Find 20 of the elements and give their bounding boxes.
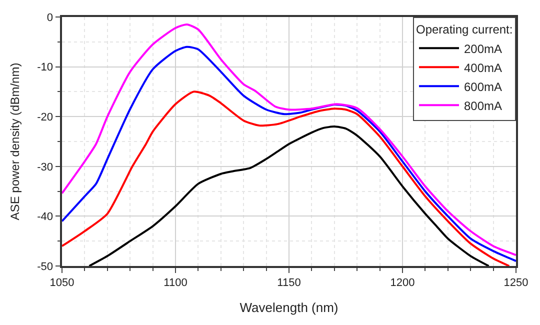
y-tick-label: 0 — [46, 12, 54, 24]
y-tick-label: -50 — [37, 260, 54, 273]
legend-label: 600mA — [464, 80, 502, 94]
legend-title: Operating current: — [416, 22, 513, 37]
x-tick-label: 1050 — [50, 276, 74, 289]
x-tick-label: 1150 — [277, 276, 301, 289]
legend-label: 400mA — [464, 60, 502, 75]
y-tick-label: -10 — [37, 62, 54, 74]
x-axis-title: Wavelength (nm) — [240, 300, 338, 316]
x-tick-label: 1100 — [164, 276, 188, 289]
legend-label: 200mA — [464, 42, 502, 56]
y-tick-label: -30 — [37, 161, 54, 174]
y-tick-label: -20 — [37, 111, 54, 124]
y-tick-label: -40 — [37, 211, 54, 224]
y-axis-title: ASE power density (dBm/nm) — [8, 62, 22, 220]
legend-label: 800mA — [464, 98, 502, 113]
line-series — [62, 90, 510, 266]
x-tick-label: 1250 — [504, 276, 528, 289]
x-tick-label: 1200 — [390, 276, 415, 289]
line-series — [88, 126, 490, 266]
